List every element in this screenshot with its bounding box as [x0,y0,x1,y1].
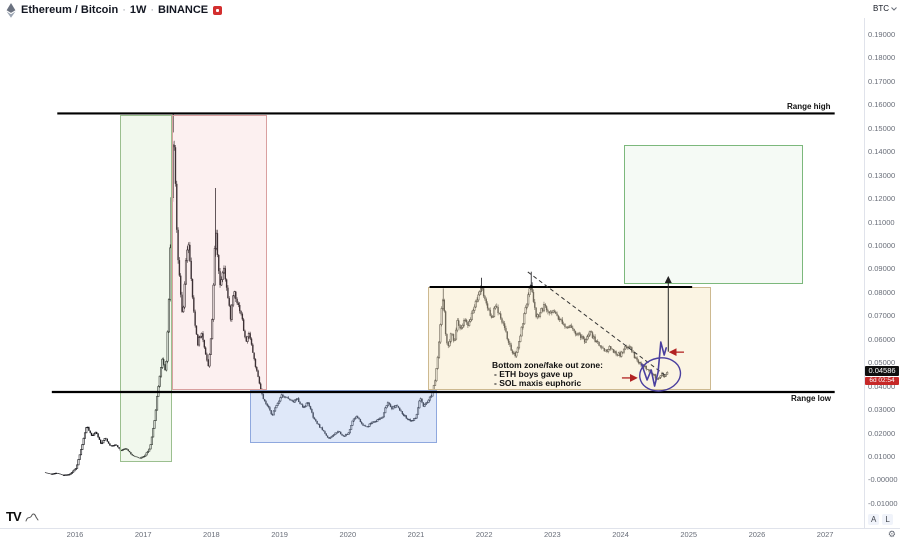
price-tick-label: 0.07000 [868,311,896,321]
broker-logo-icon [213,5,223,15]
scale-controls: A L [868,514,893,525]
price-tick-label: 0.16000 [868,100,896,110]
separator: · [150,4,155,16]
year-tick-label: 2021 [407,530,425,539]
separator: · [122,4,126,16]
year-tick-label: 2022 [475,530,493,539]
price-axis[interactable]: 0.19000 0.18000 0.17000 0.16000 0.15000 0.140… [865,18,900,528]
year-tick-label: 2025 [680,530,698,539]
accumulation-2017-box[interactable] [120,115,172,463]
ethereum-logo [6,2,16,18]
year-tick-label: 2016 [66,530,84,539]
exchange-label: BINANCE [158,4,209,16]
year-tick-label: 2019 [271,530,288,539]
currency-unit-selector[interactable]: BTC [873,4,897,13]
time-axis-divider [0,528,900,529]
price-tick-label: -0.01000 [868,498,898,508]
tradingview-logo[interactable]: TV [6,509,22,524]
year-tick-label: 2020 [339,530,357,539]
price-tick-label: 0.04000 [868,381,896,391]
unit-label: BTC [873,4,889,13]
candlestick-chart-pane[interactable] [0,18,864,528]
price-tick-label: 0.05000 [868,358,896,368]
range-low-label[interactable]: Range low [791,394,832,403]
price-tick-label: 0.09000 [868,264,896,274]
symbol-name: Ethereum / Bitcoin [21,4,119,16]
chart-header: Ethereum / Bitcoin · 1W · BINANCE [6,2,223,18]
bar-countdown-label: 6d 02:54 [865,377,899,385]
zone-note-line2: - SOL maxis euphoric [494,378,582,389]
year-tick-label: 2018 [203,530,220,539]
watermark-area: TV [6,509,39,524]
year-tick-label: 2026 [748,530,766,539]
price-tick-label: 0.18000 [868,53,896,63]
price-tick-label: 0.02000 [868,428,896,438]
range-high-label[interactable]: Range high [787,102,831,111]
year-tick-label: 2023 [544,530,561,539]
time-axis[interactable]: 2016 2017 2018 2019 2020 2021 2022 2023 2024 2025… [0,528,864,540]
price-tick-label: 0.11000 [868,217,895,227]
price-tick-label: 0.14000 [868,147,896,157]
price-tick-label: 0.13000 [868,170,896,180]
year-tick-label: 2017 [134,530,152,539]
price-tick-label: -0.00000 [868,475,898,485]
auto-scale-button[interactable]: A [868,514,880,525]
distribution-2018-box[interactable] [171,115,268,390]
interval-label: 1W [129,4,147,16]
price-tick-label: 0.15000 [868,123,896,133]
log-scale-button[interactable]: L [882,514,893,525]
target-zone-box[interactable] [623,145,803,284]
price-tick-label: 0.19000 [868,29,896,39]
price-tick-label: 0.17000 [868,76,896,86]
price-tick-label: 0.03000 [868,405,896,415]
price-tick-label: 0.06000 [868,334,896,344]
price-axis-divider [864,18,865,528]
bottom-zone-note[interactable]: Bottom zone/fake out zone: - ETH boys ga… [492,360,603,389]
chevron-down-icon [891,6,897,11]
doodle-icon [25,512,39,521]
settings-gear-icon[interactable]: ⚙ [887,529,896,539]
price-tick-label: 0.12000 [868,194,896,204]
year-tick-label: 2027 [816,530,834,539]
price-tick-label: 0.08000 [868,287,896,297]
price-tick-label: 0.10000 [868,240,896,250]
last-price-label: 0.04586 [865,366,899,376]
last-price-label-stack: 0.04586 6d 02:54 [865,366,899,385]
symbol-title[interactable]: Ethereum / Bitcoin · 1W · BINANCE [21,4,208,16]
bottom-2019-2021-box[interactable] [250,389,438,443]
price-tick-label: 0.01000 [868,452,896,461]
year-tick-label: 2024 [612,530,629,539]
